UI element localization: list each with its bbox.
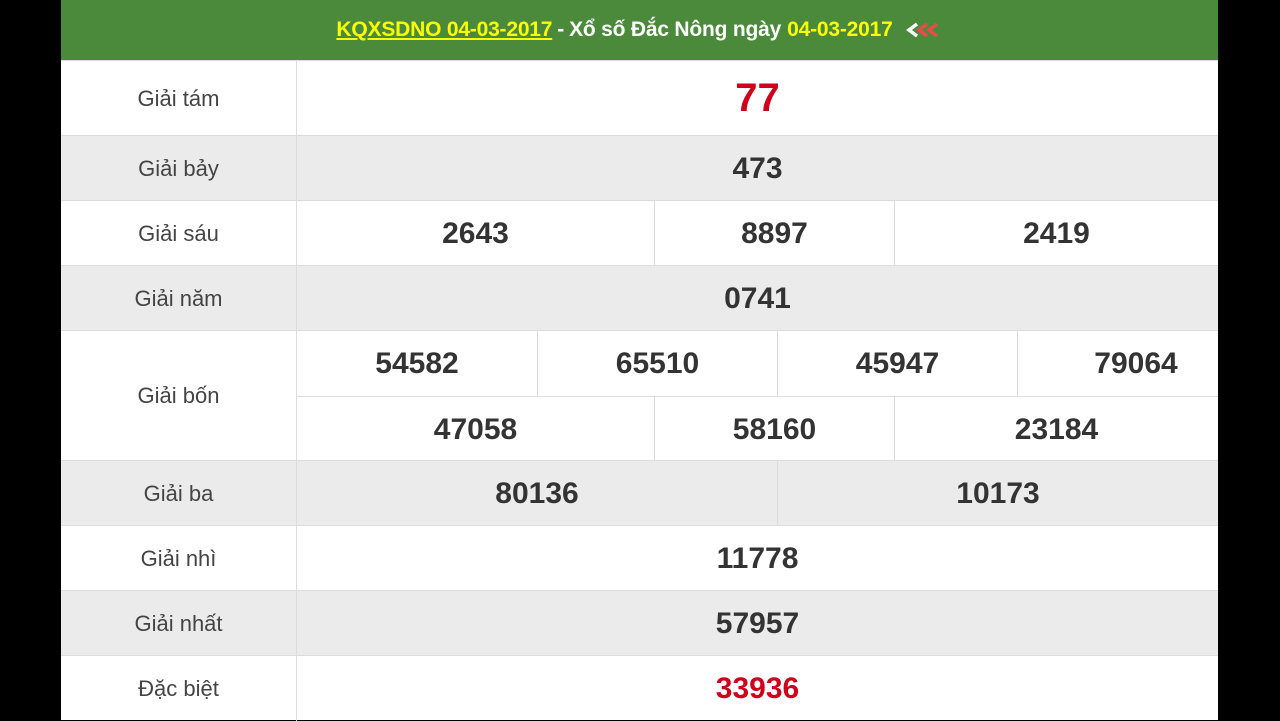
prize-label: Giải nhất [61,591,297,656]
special-prize-number: 33936 [715,671,800,705]
header-separator: - [557,18,565,41]
prize-row-g1: Giải nhất 57957 [61,590,1218,656]
prize-label: Giải bảy [61,136,297,201]
prize-number: 79064 [1017,331,1218,396]
prize-number: 57957 [715,606,800,640]
prize-row-g7: Giải bảy 473 [61,135,1218,201]
prize-number: 47058 [433,412,518,446]
prize-row-special: Đặc biệt 33936 [61,655,1218,721]
double-left-arrow-icon[interactable] [903,20,943,40]
prize-row-g8: Giải tám 77 [61,60,1218,136]
prize-label: Giải ba [61,461,297,526]
prize-number: 0741 [724,281,791,315]
header-date: 04-03-2017 [787,18,893,41]
prize-label: Giải nhì [61,526,297,591]
prize-number: 45947 [777,331,1017,396]
prize-number: 80136 [495,476,579,510]
prize-label: Giải năm [61,266,297,331]
prize-number: 473 [732,151,783,185]
prize-label: Giải tám [61,61,297,136]
prize-number: 77 [735,76,780,120]
prize-number: 54582 [375,346,459,380]
prize-label: Giải bốn [61,331,297,461]
prize-row-g6: Giải sáu 2643 8897 2419 [61,200,1218,266]
table-header: KQXSDNO 04-03-2017 - Xổ số Đắc Nông ngày… [61,0,1218,60]
header-title: Xổ số Đắc Nông ngày [569,18,782,41]
results-table: KQXSDNO 04-03-2017 - Xổ số Đắc Nông ngày… [61,0,1218,721]
prize-row-g2: Giải nhì 11778 [61,525,1218,591]
prize-row-g5: Giải năm 0741 [61,265,1218,331]
result-link[interactable]: KQXSDNO 04-03-2017 [336,18,553,41]
prize-number: 23184 [894,397,1218,462]
prize-number: 11778 [716,541,799,575]
prize-label: Đặc biệt [61,656,297,721]
prize-number: 8897 [654,201,894,266]
prize-label: Giải sáu [61,201,297,266]
prize-number: 58160 [654,397,894,462]
prize-number: 2643 [442,216,509,250]
prize-row-g4: Giải bốn 54582 65510 45947 79064 47058 5… [61,330,1218,462]
prize-number: 10173 [777,461,1218,526]
prize-number: 65510 [537,331,777,396]
prize-row-g3: Giải ba 80136 10173 [61,460,1218,526]
prize-number: 2419 [894,201,1218,266]
